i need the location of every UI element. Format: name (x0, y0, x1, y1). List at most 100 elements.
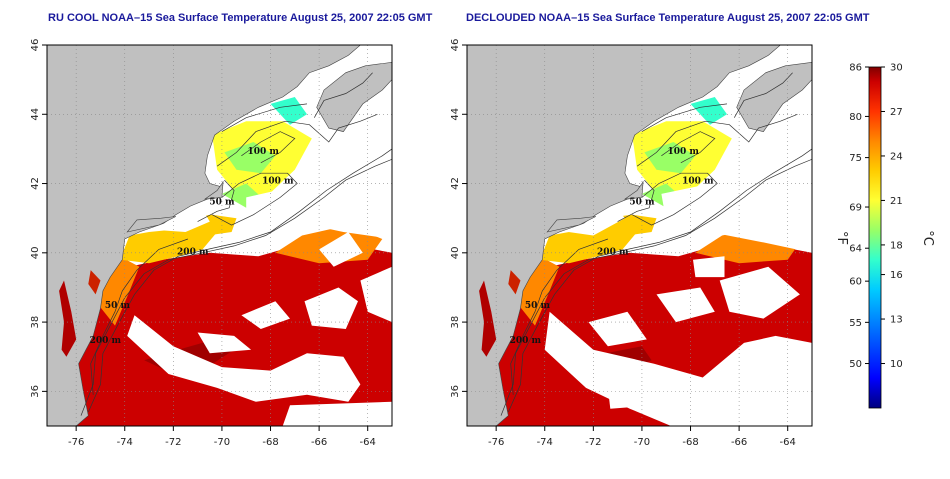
bathymetry-contour (241, 131, 296, 164)
cape-cod-land (623, 180, 644, 200)
lon-tick-label: -64 (780, 437, 796, 448)
colorbar-gradient (868, 66, 882, 409)
cloud-mask (319, 232, 363, 267)
contour-label: 50 m (629, 197, 655, 207)
bathymetry-contour (197, 179, 235, 222)
lat-tick-label: 46 (30, 39, 41, 52)
celsius-tick-label: 18 (890, 240, 903, 251)
long-island-land (126, 216, 176, 233)
cloud-mask (656, 287, 715, 323)
lon-tick-label: -74 (537, 437, 553, 448)
fahrenheit-unit: °F (834, 231, 849, 245)
contour-label: 200 m (597, 248, 629, 258)
delaware-bay (508, 270, 521, 295)
contour-label: 100 m (682, 177, 714, 187)
fahrenheit-tick-label: 86 (849, 63, 862, 74)
celsius-tick-label: 21 (890, 196, 903, 207)
lon-tick-label: -72 (585, 437, 601, 448)
lat-tick-label: 36 (30, 385, 41, 398)
right-map-title: DECLOUDED NOAA–15 Sea Surface Temperatur… (466, 12, 870, 24)
sst-patch (95, 256, 140, 326)
lat-tick-label: 42 (450, 177, 461, 190)
left-map-title: RU COOL NOAA–15 Sea Surface Temperature … (48, 12, 433, 24)
coast-land (47, 45, 361, 426)
right-sst-map: 100 m 100 m 50 m 200 m 50 m 200 m -76 -74 -72 -70… (420, 0, 840, 475)
map-frame (46, 44, 393, 427)
lat-tick-label: 40 (450, 246, 461, 259)
sst-patch (644, 142, 696, 174)
celsius-unit: °C (920, 230, 935, 246)
lat-tick-label: 38 (30, 316, 41, 329)
lon-tick-label: -74 (117, 437, 133, 448)
bathymetry-contour (500, 158, 812, 416)
chesapeake-bay (479, 280, 497, 357)
cloud-mask (719, 266, 800, 319)
map-frame (466, 44, 813, 427)
cloud-mask (588, 311, 647, 347)
bathymetry-contour (632, 172, 718, 226)
celsius-tick-label: 16 (890, 270, 903, 281)
bathymetry-contour (80, 158, 392, 416)
chesapeake-bay (59, 280, 77, 357)
celsius-tick-label: 10 (890, 359, 903, 370)
coast-land (467, 45, 781, 426)
contour-label: 50 m (209, 197, 235, 207)
cape-cod-land (203, 180, 224, 200)
delaware-bay (88, 270, 101, 295)
bathymetry-contour (216, 113, 378, 167)
bathymetry-contour (641, 103, 728, 132)
bathymetry-contour (313, 72, 373, 118)
lat-tick-label: 38 (450, 316, 461, 329)
left-sst-map-svg: 100 m 100 m 50 m 200 m 50 m 200 m -76 -74 -72 -70… (30, 39, 393, 448)
lat-tick-label: 44 (450, 108, 461, 121)
lon-tick-label: -70 (214, 437, 230, 448)
lon-tick-label: -66 (731, 437, 747, 448)
cloud-mask (661, 159, 812, 253)
fahrenheit-tick-label: 69 (849, 203, 862, 214)
bathymetry-contour (221, 103, 308, 132)
fahrenheit-tick-label: 80 (849, 112, 862, 123)
right-sst-map-svg: 100 m 100 m 50 m 200 m 50 m 200 m -76 -74 -72 -70… (450, 39, 813, 448)
celsius-tick-label: 30 (890, 63, 903, 74)
lon-tick-label: -76 (68, 437, 84, 448)
lat-tick-label: 44 (30, 108, 41, 121)
lon-tick-label: -66 (311, 437, 327, 448)
contour-label: 100 m (248, 147, 280, 157)
lon-tick-label: -70 (634, 437, 650, 448)
contour-label: 200 m (177, 248, 209, 258)
lat-tick-label: 36 (450, 385, 461, 398)
temperature-colorbar: 30 27 24 21 18 16 13 10 86 80 75 69 64 60 55 50 °F °C (820, 0, 950, 475)
lon-tick-label: -68 (262, 437, 278, 448)
cloud-mask (360, 266, 392, 323)
sst-patch (270, 97, 307, 125)
fahrenheit-tick-label: 50 (849, 359, 862, 370)
celsius-tick-label: 24 (890, 151, 903, 162)
fahrenheit-tick-label: 75 (849, 153, 862, 164)
lat-tick-label: 40 (30, 246, 41, 259)
cloud-mask (241, 301, 290, 329)
temperature-colorbar-svg: 30 27 24 21 18 16 13 10 86 80 75 69 64 60 55 50 °F °C (834, 63, 935, 409)
sst-patch (515, 256, 560, 326)
contour-label: 100 m (262, 177, 294, 187)
bathymetry-contour (661, 131, 716, 164)
lon-tick-label: -76 (488, 437, 504, 448)
bathymetry-contour (636, 113, 798, 167)
fahrenheit-tick-label: 55 (849, 318, 862, 329)
contour-label: 50 m (525, 301, 551, 311)
cloud-mask (336, 142, 392, 177)
cloud-mask (127, 315, 361, 402)
fahrenheit-tick-label: 64 (849, 244, 862, 255)
contour-label: 50 m (105, 301, 131, 311)
lat-tick-label: 42 (30, 177, 41, 190)
contour-label: 100 m (668, 147, 700, 157)
bathymetry-contour (507, 148, 812, 413)
bathymetry-contour (617, 179, 655, 222)
lon-tick-label: -68 (682, 437, 698, 448)
celsius-tick-label: 13 (890, 315, 903, 326)
lat-tick-label: 46 (450, 39, 461, 52)
fahrenheit-tick-label: 60 (849, 277, 862, 288)
sst-patch (224, 142, 276, 174)
lon-tick-label: -72 (165, 437, 181, 448)
left-sst-map: 100 m 100 m 50 m 200 m 50 m 200 m -76 -74 -72 -70… (0, 0, 420, 475)
cloud-mask (197, 332, 252, 354)
